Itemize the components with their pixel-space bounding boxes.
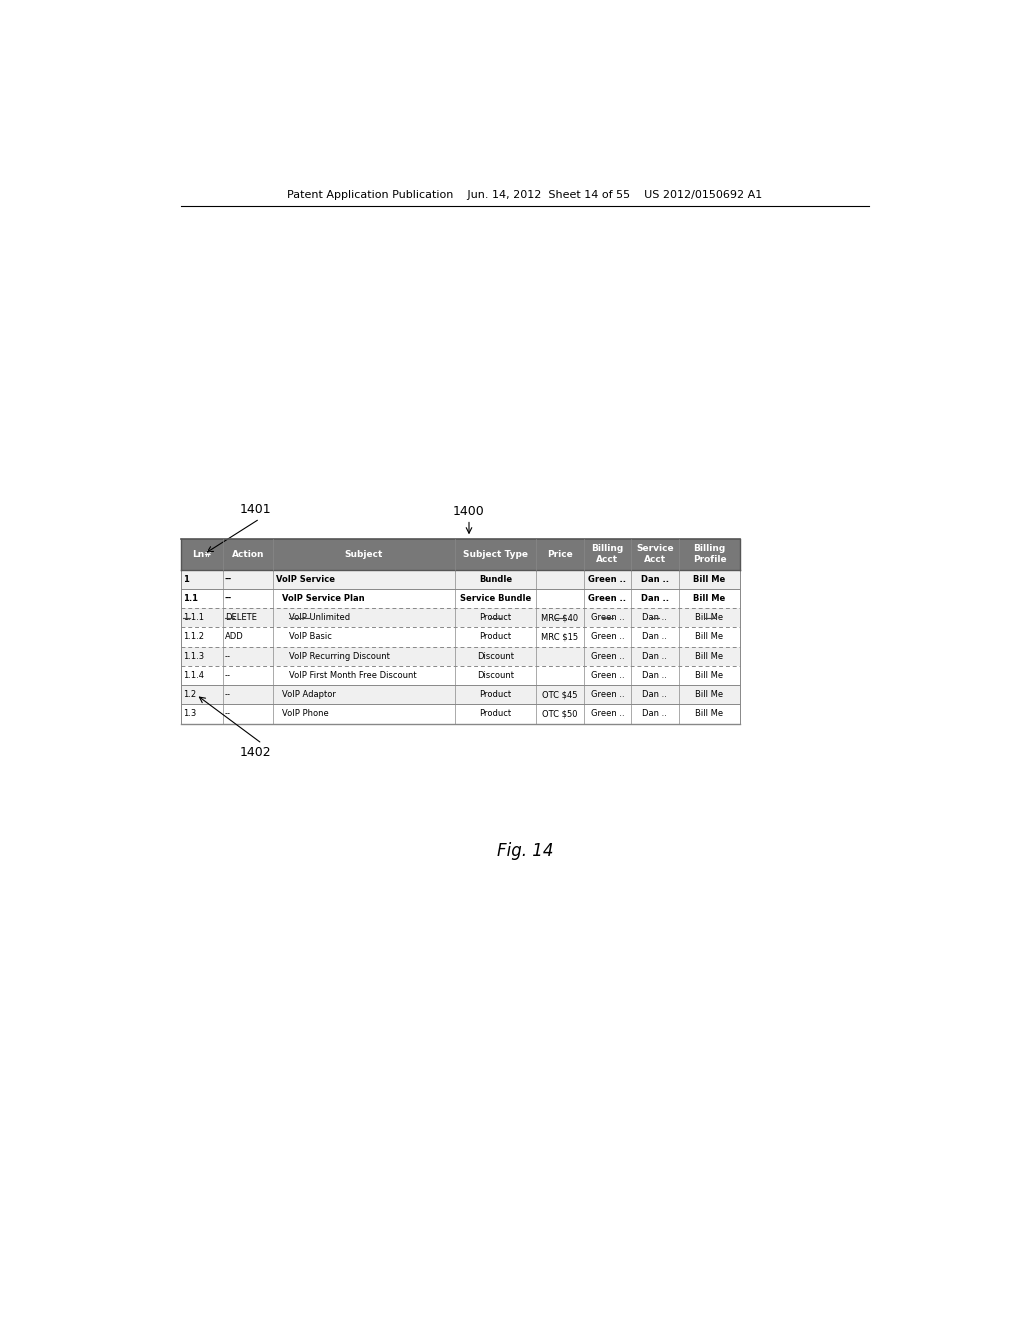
Bar	[180, 685, 740, 705]
Text: 1.3: 1.3	[183, 709, 197, 718]
Text: Dan ..: Dan ..	[642, 652, 668, 661]
Bar	[180, 665, 740, 685]
Text: VoIP Service: VoIP Service	[276, 574, 335, 583]
Text: 1401: 1401	[240, 503, 271, 516]
Text: Bill Me: Bill Me	[695, 652, 724, 661]
Text: Dan ..: Dan ..	[641, 594, 669, 603]
Text: --: --	[225, 709, 231, 718]
Text: 1.1.4: 1.1.4	[183, 671, 204, 680]
Bar	[180, 647, 740, 665]
Bar	[180, 705, 740, 723]
Text: ADD: ADD	[225, 632, 244, 642]
Text: Bill Me: Bill Me	[693, 574, 726, 583]
Text: 1.2: 1.2	[183, 690, 197, 700]
Text: 1.1.2: 1.1.2	[183, 632, 204, 642]
Text: Green ..: Green ..	[591, 709, 625, 718]
Text: 1.1: 1.1	[183, 594, 198, 603]
Text: Billing
Profile: Billing Profile	[692, 544, 726, 564]
Text: Subject: Subject	[345, 549, 383, 558]
Bar	[180, 570, 740, 589]
Text: Price: Price	[547, 549, 572, 558]
Text: VoIP First Month Free Discount: VoIP First Month Free Discount	[289, 671, 416, 680]
Text: Fig. 14: Fig. 14	[497, 842, 553, 861]
Text: --: --	[225, 594, 232, 603]
Text: Bill Me: Bill Me	[695, 614, 724, 622]
Bar	[180, 589, 740, 609]
Text: Green ..: Green ..	[589, 574, 627, 583]
Bar	[180, 539, 740, 570]
Text: Action: Action	[231, 549, 264, 558]
Text: Billing
Acct: Billing Acct	[591, 544, 624, 564]
Text: Patent Application Publication    Jun. 14, 2012  Sheet 14 of 55    US 2012/01506: Patent Application Publication Jun. 14, …	[287, 190, 763, 201]
Text: MRC $40: MRC $40	[542, 614, 579, 622]
Text: VoIP Service Plan: VoIP Service Plan	[283, 594, 365, 603]
Text: Bill Me: Bill Me	[695, 709, 724, 718]
Text: 1402: 1402	[240, 746, 271, 759]
Text: Green ..: Green ..	[591, 652, 625, 661]
Text: MRC $15: MRC $15	[542, 632, 579, 642]
Text: VoIP Unlimited: VoIP Unlimited	[289, 614, 349, 622]
Text: Ln#: Ln#	[191, 549, 212, 558]
Text: Service
Acct: Service Acct	[636, 544, 674, 564]
Text: VoIP Phone: VoIP Phone	[283, 709, 329, 718]
Text: Discount: Discount	[477, 652, 514, 661]
Text: Dan ..: Dan ..	[642, 671, 668, 680]
Text: Bill Me: Bill Me	[695, 632, 724, 642]
Text: Product: Product	[479, 614, 512, 622]
Text: VoIP Adaptor: VoIP Adaptor	[283, 690, 336, 700]
Text: Dan ..: Dan ..	[642, 690, 668, 700]
Text: Service Bundle: Service Bundle	[460, 594, 531, 603]
Text: --: --	[225, 574, 232, 583]
Text: --: --	[225, 671, 231, 680]
Text: VoIP Basic: VoIP Basic	[289, 632, 332, 642]
Text: Dan ..: Dan ..	[642, 614, 668, 622]
Text: Green ..: Green ..	[591, 671, 625, 680]
Text: Bill Me: Bill Me	[695, 671, 724, 680]
Text: Discount: Discount	[477, 671, 514, 680]
Text: 1: 1	[183, 574, 188, 583]
Text: Dan ..: Dan ..	[642, 709, 668, 718]
Text: Dan ..: Dan ..	[642, 632, 668, 642]
Text: DELETE: DELETE	[225, 614, 257, 622]
Text: Bundle: Bundle	[479, 574, 512, 583]
Text: Green ..: Green ..	[591, 632, 625, 642]
Text: --: --	[225, 652, 231, 661]
Bar	[180, 609, 740, 627]
Text: 1.1.3: 1.1.3	[183, 652, 204, 661]
Text: Product: Product	[479, 709, 512, 718]
Text: Green ..: Green ..	[591, 690, 625, 700]
Text: 1.1.1: 1.1.1	[183, 614, 204, 622]
Text: Green ..: Green ..	[589, 594, 627, 603]
Text: OTC $45: OTC $45	[542, 690, 578, 700]
Text: Product: Product	[479, 632, 512, 642]
Text: OTC $50: OTC $50	[542, 709, 578, 718]
Bar	[180, 627, 740, 647]
Text: VoIP Recurring Discount: VoIP Recurring Discount	[289, 652, 389, 661]
Text: Bill Me: Bill Me	[695, 690, 724, 700]
Text: 1400: 1400	[454, 506, 485, 519]
Text: Product: Product	[479, 690, 512, 700]
Text: Green ..: Green ..	[591, 614, 625, 622]
Text: Subject Type: Subject Type	[463, 549, 528, 558]
Text: Dan ..: Dan ..	[641, 574, 669, 583]
Text: --: --	[225, 690, 231, 700]
Text: Bill Me: Bill Me	[693, 594, 726, 603]
